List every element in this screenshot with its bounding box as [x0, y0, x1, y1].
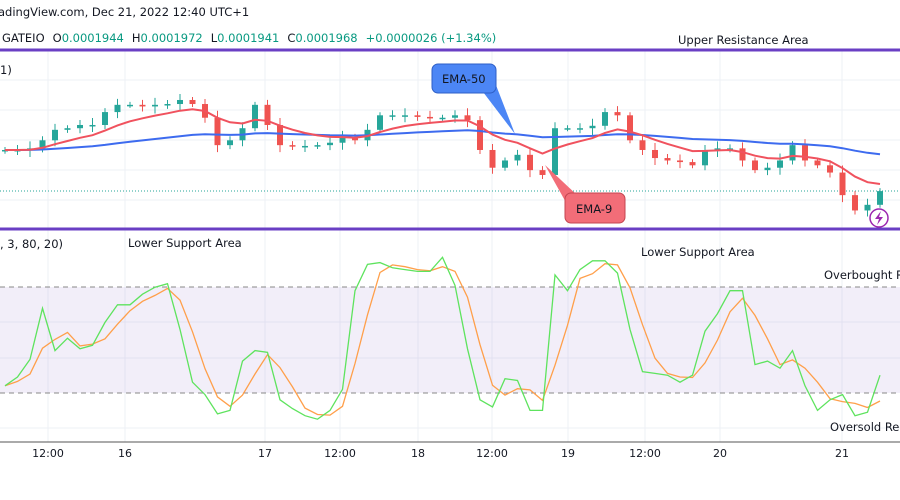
- candle-body: [777, 160, 783, 168]
- stoch-band: [0, 287, 900, 393]
- candle-body: [464, 115, 471, 121]
- ema-9-label: EMA-9: [576, 202, 612, 216]
- candle-body: [714, 148, 721, 150]
- candle-body: [677, 160, 683, 163]
- candle-body: [489, 149, 496, 168]
- candle-body: [289, 145, 296, 147]
- ema-indicator-label[interactable]: 1): [0, 63, 12, 77]
- candle-body: [377, 115, 383, 130]
- candle-body: [427, 116, 433, 119]
- candle-body: [789, 145, 796, 161]
- candle-body: [39, 140, 46, 149]
- x-tick-label: 20: [713, 447, 727, 460]
- ema-50-callout: [431, 63, 497, 94]
- candle-body: [502, 160, 508, 168]
- candle-body: [64, 128, 71, 130]
- candle-body: [852, 195, 858, 211]
- candle-body: [77, 124, 83, 129]
- lightning-icon[interactable]: [869, 208, 889, 228]
- candle-body: [414, 115, 421, 117]
- stoch-k-line: [4, 256, 881, 420]
- candle-body: [277, 124, 283, 146]
- x-tick-label: 12:00: [476, 447, 508, 460]
- candle-body: [52, 129, 58, 141]
- x-axis-ticks: 12:00 16 17 12:00 18 12:00 19 12:00 20 21: [32, 447, 849, 460]
- chart-source-title: adingView.com, Dec 21, 2022 12:40 UTC+1: [0, 5, 249, 19]
- candle-body: [439, 117, 446, 120]
- upper-resistance-label: Upper Resistance Area: [678, 33, 809, 47]
- x-tick-label: 17: [258, 447, 272, 460]
- candle-body: [864, 204, 871, 211]
- candle-body: [602, 112, 608, 126]
- candle-body: [577, 128, 583, 130]
- candle-body: [689, 162, 696, 166]
- candle-body: [164, 104, 171, 106]
- candle-body: [814, 160, 821, 166]
- candle-body: [589, 125, 596, 129]
- x-tick-label: 21: [835, 447, 849, 460]
- candle-body: [802, 145, 808, 161]
- candle-body: [839, 172, 846, 196]
- x-tick-label: 19: [561, 447, 575, 460]
- candle-body: [89, 124, 96, 127]
- candle-body: [652, 149, 658, 159]
- oversold-label: Oversold Reg: [830, 420, 900, 434]
- candle-body: [564, 128, 571, 130]
- candle-body: [127, 104, 133, 107]
- lower-support-label-2: Lower Support Area: [641, 245, 755, 259]
- candle-body: [252, 104, 258, 129]
- candle-body: [314, 145, 321, 147]
- ohlc-legend: GATEIO O0.0001944 H0.0001972 L0.0001941 C0.0…: [2, 31, 496, 45]
- x-tick-label: 12:00: [32, 447, 64, 460]
- candle-body: [752, 160, 758, 171]
- candle-body: [452, 115, 458, 118]
- candle-body: [527, 154, 533, 171]
- candle-body: [477, 120, 483, 150]
- candle-body: [514, 154, 521, 161]
- candle-body: [214, 117, 221, 146]
- candle-body: [539, 170, 546, 175]
- candle-body: [739, 148, 746, 161]
- candle-body: [402, 115, 408, 117]
- grid: [0, 50, 900, 442]
- lower-support-label: Lower Support Area: [128, 236, 242, 250]
- candle-body: [189, 99, 196, 105]
- x-tick-label: 12:00: [629, 447, 661, 460]
- candle-body: [877, 191, 883, 205]
- ema-50-label: EMA-50: [442, 72, 486, 86]
- candle-body: [614, 112, 621, 116]
- candle-body: [389, 115, 396, 117]
- candle-body: [352, 137, 358, 141]
- candle-body: [114, 104, 121, 113]
- candle-body: [764, 167, 771, 171]
- stoch-indicator-label[interactable]: , 3, 80, 20): [0, 237, 63, 251]
- candle-body: [152, 104, 158, 107]
- candle-body: [627, 115, 633, 141]
- candle-body: [227, 140, 233, 146]
- candle-body: [302, 145, 308, 148]
- candle-body: [339, 137, 346, 143]
- overbought-label: Overbought R: [824, 268, 900, 282]
- candle-body: [327, 142, 333, 146]
- candle-body: [139, 104, 146, 107]
- x-tick-label: 18: [411, 447, 425, 460]
- candle-body: [102, 112, 108, 125]
- candle-body: [264, 104, 271, 125]
- ema-50-line: [5, 129, 881, 156]
- candle-body: [827, 165, 833, 173]
- candle-body: [177, 99, 183, 105]
- stoch-d-line: [4, 263, 881, 416]
- ema-9-line: [5, 108, 881, 185]
- ema-9-callout: [564, 192, 626, 224]
- candle-body: [664, 158, 671, 161]
- x-tick-label: 12:00: [324, 447, 356, 460]
- candle-body: [639, 140, 646, 150]
- candle-body: [552, 128, 558, 175]
- candle-body: [702, 149, 708, 166]
- x-tick-label: 16: [118, 447, 132, 460]
